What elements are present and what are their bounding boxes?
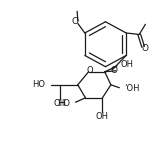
Text: O: O — [86, 66, 93, 75]
Text: OH: OH — [54, 99, 67, 108]
Text: ’OH: ’OH — [125, 84, 140, 93]
Text: OH: OH — [121, 60, 134, 69]
Text: HO: HO — [32, 80, 45, 89]
Text: O: O — [72, 17, 79, 26]
Text: HO: HO — [57, 99, 70, 108]
Text: O: O — [110, 66, 118, 75]
Text: OH: OH — [96, 112, 109, 121]
Text: O: O — [142, 44, 149, 53]
